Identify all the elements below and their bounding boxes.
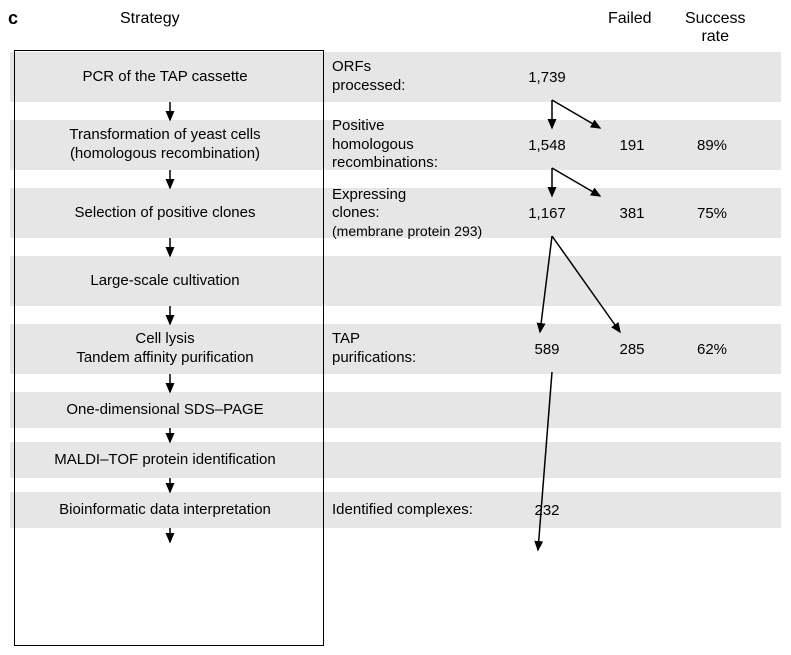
strategy-step: MALDI–TOF protein identification (10, 447, 320, 474)
rate-value: 89% (672, 137, 752, 154)
table-row: One-dimensional SDS–PAGE (10, 392, 781, 428)
rows-container: PCR of the TAP cassetteORFsprocessed:1,7… (10, 52, 781, 542)
header-success-l2: rate (701, 28, 729, 45)
table-row: Bioinformatic data interpretationIdentif… (10, 492, 781, 528)
result-cell: Identified complexes:232 (320, 501, 781, 520)
rate-value: 75% (672, 205, 752, 222)
header-success-rate: Success rate (685, 10, 745, 45)
panel-label: c (8, 8, 18, 29)
strategy-step: One-dimensional SDS–PAGE (10, 397, 320, 424)
result-label: TAPpurifications: (332, 330, 502, 368)
table-row: Transformation of yeast cells(homologous… (10, 120, 781, 170)
strategy-step: Bioinformatic data interpretation (10, 497, 320, 524)
table-row: PCR of the TAP cassetteORFsprocessed:1,7… (10, 52, 781, 102)
strategy-step: PCR of the TAP cassette (10, 64, 320, 91)
strategy-step: Selection of positive clones (10, 200, 320, 227)
header-strategy: Strategy (120, 10, 180, 28)
table-row: MALDI–TOF protein identification (10, 442, 781, 478)
table-row: Selection of positive clonesExpressingcl… (10, 188, 781, 238)
strategy-step: Transformation of yeast cells(homologous… (10, 122, 320, 168)
strategy-step: Large-scale cultivation (10, 268, 320, 295)
result-cell: TAPpurifications:58928562% (320, 330, 781, 368)
count-value: 1,167 (502, 205, 592, 222)
count-value: 1,739 (502, 69, 592, 86)
result-label: Positivehomologousrecombinations: (332, 117, 502, 173)
strategy-step: Cell lysisTandem affinity purification (10, 326, 320, 372)
header-success-l1: Success (685, 10, 745, 27)
result-cell: ORFsprocessed:1,739 (320, 58, 781, 96)
result-cell: Expressingclones:(membrane protein 293)1… (320, 186, 781, 241)
header-failed: Failed (608, 10, 652, 28)
result-label: ORFsprocessed: (332, 58, 502, 96)
table-row: Large-scale cultivation (10, 256, 781, 306)
table-row: Cell lysisTandem affinity purificationTA… (10, 324, 781, 374)
count-value: 1,548 (502, 137, 592, 154)
count-value: 232 (502, 502, 592, 519)
rate-value: 62% (672, 341, 752, 358)
failed-value: 191 (592, 137, 672, 154)
result-label: Identified complexes: (332, 501, 502, 520)
result-label: Expressingclones:(membrane protein 293) (332, 186, 502, 241)
failed-value: 285 (592, 341, 672, 358)
count-value: 589 (502, 341, 592, 358)
result-cell: Positivehomologousrecombinations:1,54819… (320, 117, 781, 173)
failed-value: 381 (592, 205, 672, 222)
